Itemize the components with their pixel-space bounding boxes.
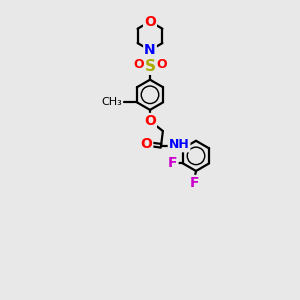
Text: O: O: [144, 14, 156, 28]
Text: S: S: [145, 59, 155, 74]
Text: F: F: [189, 176, 199, 190]
Text: NH: NH: [169, 138, 190, 151]
Text: O: O: [133, 58, 144, 71]
Text: CH₃: CH₃: [101, 97, 122, 107]
Text: N: N: [144, 43, 156, 57]
Text: F: F: [168, 156, 178, 170]
Text: O: O: [156, 58, 167, 71]
Text: O: O: [140, 137, 152, 151]
Text: O: O: [144, 114, 156, 128]
